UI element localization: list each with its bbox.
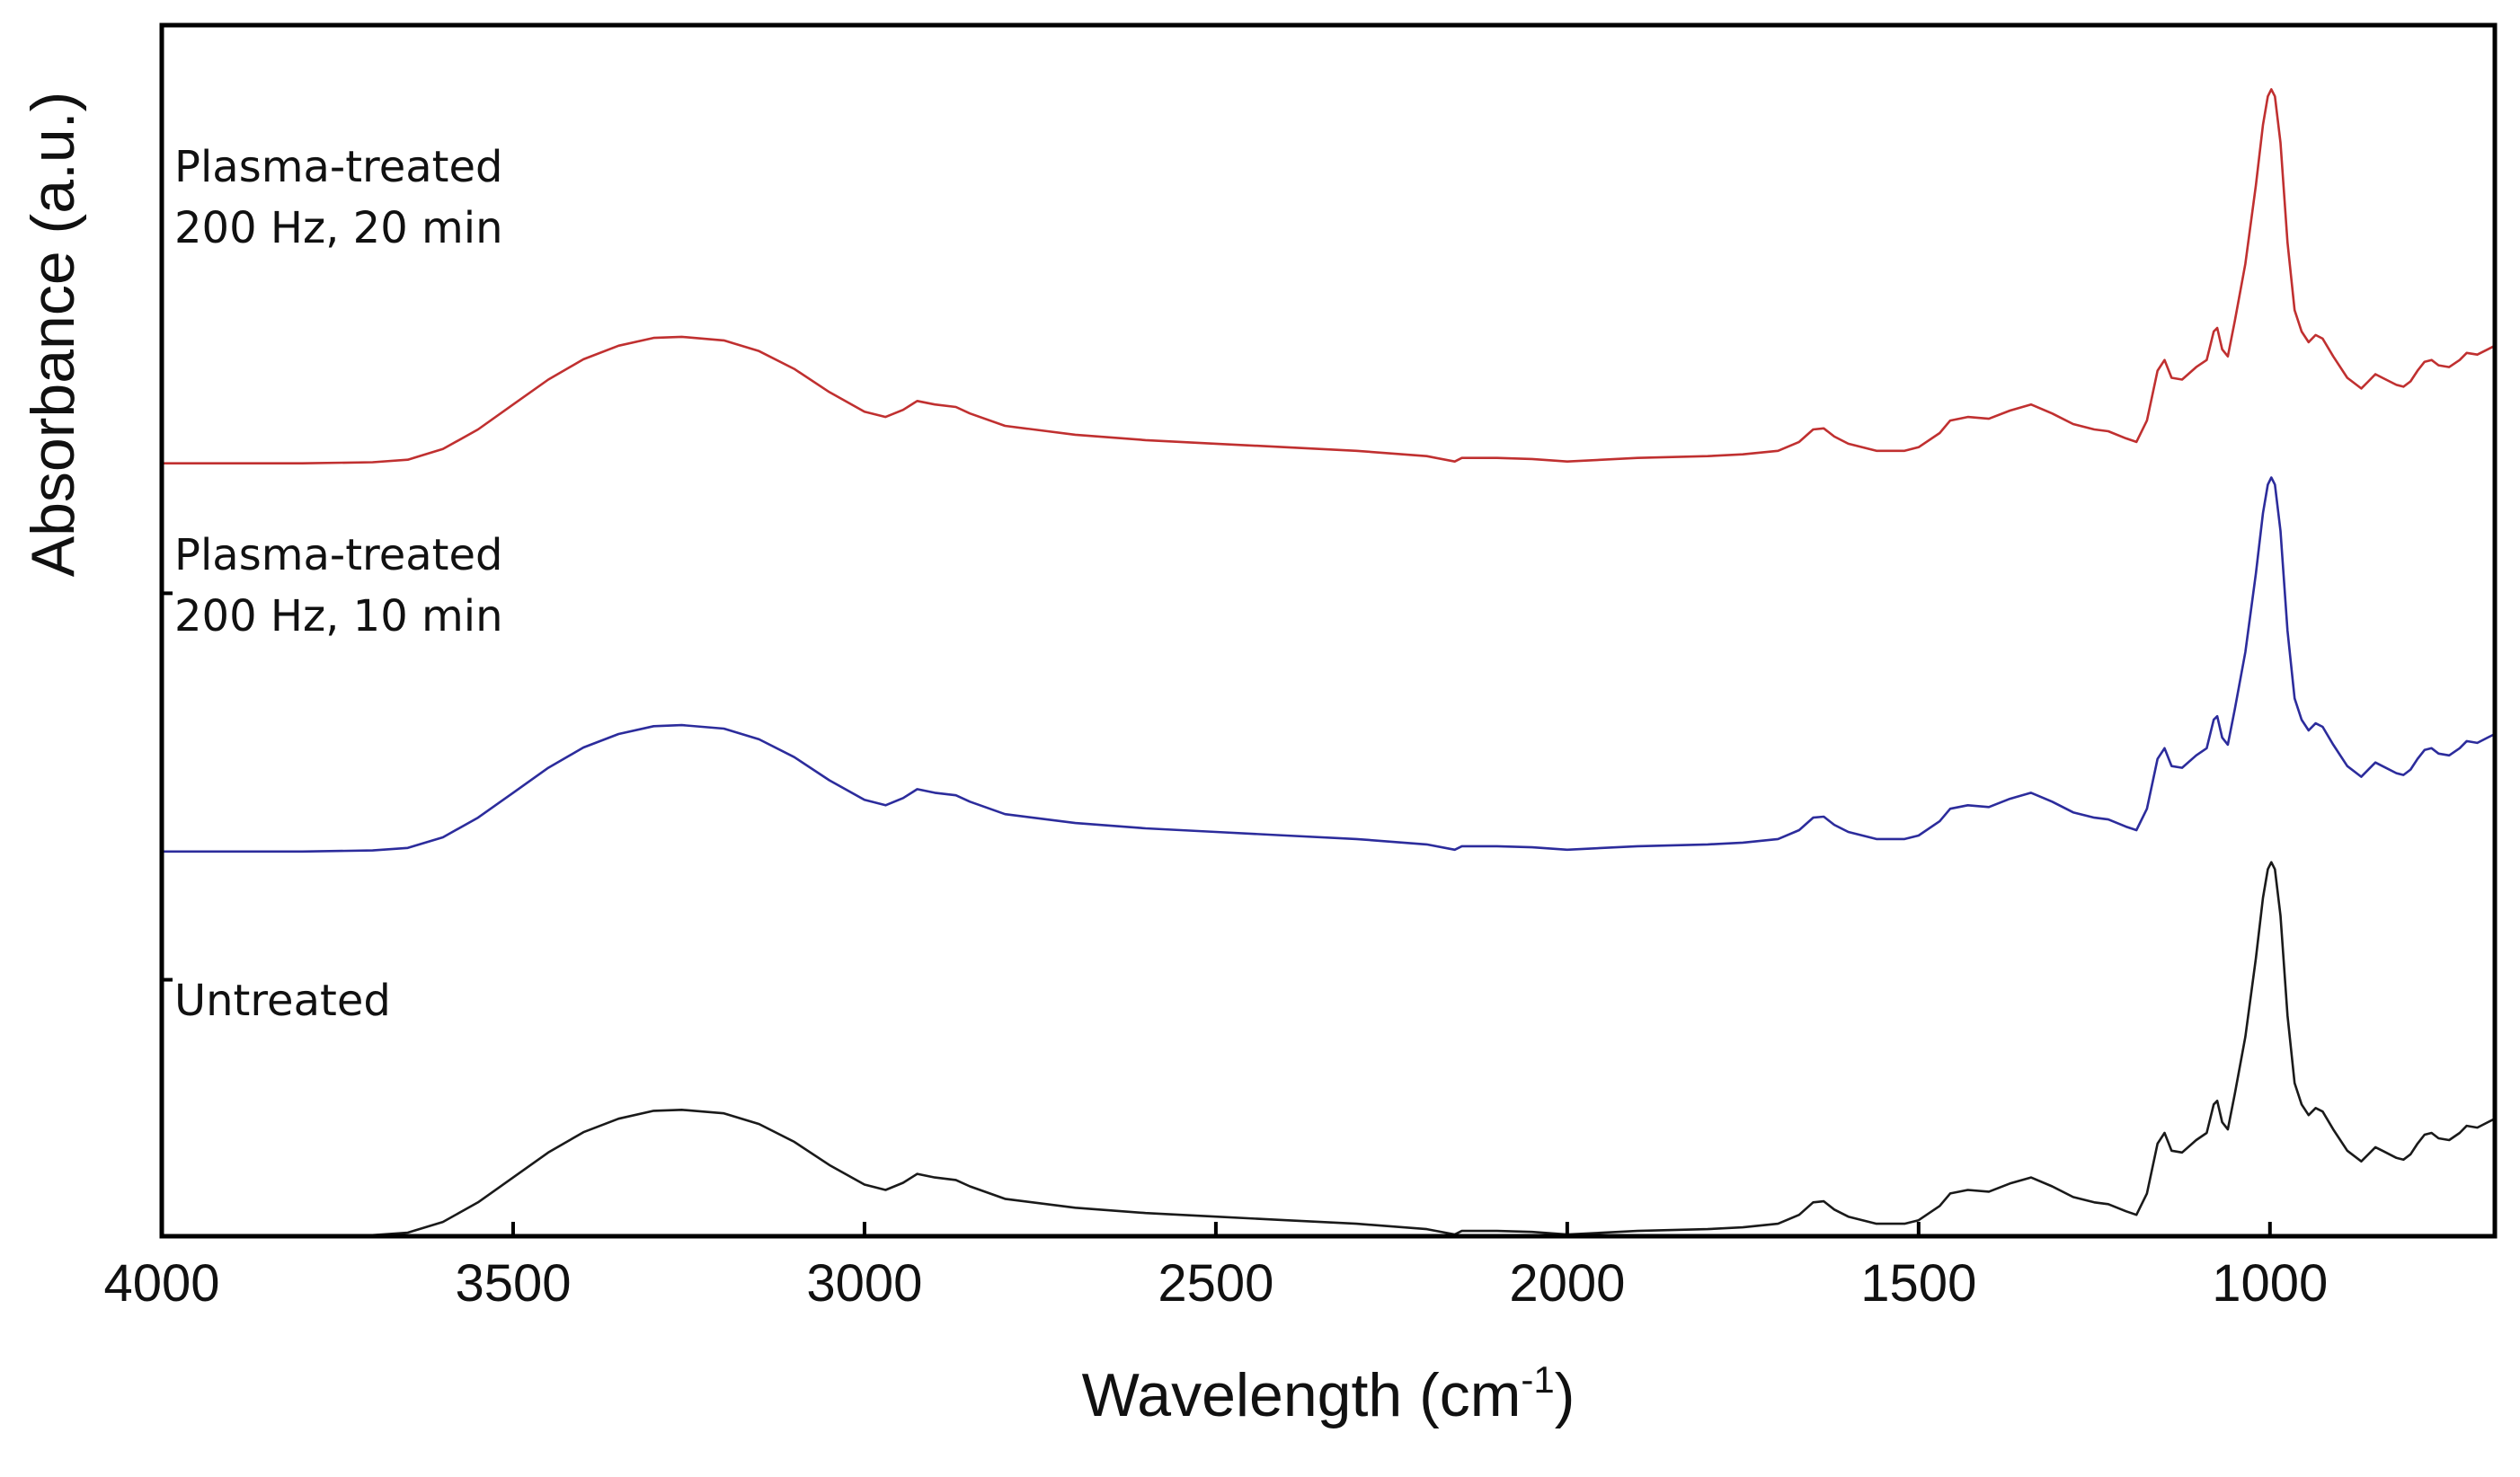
x-tick-label-3000: 3000 — [806, 1254, 922, 1313]
series-label-3-line-1: Untreated — [174, 976, 391, 1026]
plot-frame — [159, 22, 2498, 1239]
x-tick-label-2500: 2500 — [1158, 1254, 1273, 1313]
x-axis-title-main: Wavelength (cm — [1082, 1361, 1522, 1429]
series-layer — [162, 88, 2496, 1238]
x-tick-label-1500: 1500 — [1860, 1254, 1976, 1313]
x-tick-label-3500: 3500 — [455, 1254, 571, 1313]
x-tick-label-4000: 4000 — [103, 1254, 219, 1313]
series-label-2-line-2: 200 Hz, 10 min — [174, 591, 503, 641]
x-tick-label-1000: 1000 — [2212, 1254, 2328, 1313]
x-axis-ticks: 4000 3500 3000 2500 2000 1500 1000 — [103, 1222, 2328, 1313]
series-labels: Plasma-treated 200 Hz, 20 min Plasma-treat… — [174, 142, 503, 1026]
x-axis-title: Wavelength (cm-1) — [1082, 1358, 1575, 1429]
x-axis-title-suffix: ) — [1555, 1361, 1575, 1429]
x-axis-title-superscript: -1 — [1521, 1358, 1554, 1401]
series-line-1 — [162, 88, 2496, 465]
y-axis-title: Absorbance (a.u.) — [19, 92, 87, 578]
series-line-2 — [162, 476, 2496, 853]
x-tick-label-2000: 2000 — [1509, 1254, 1625, 1313]
series-label-1-line-1: Plasma-treated — [174, 142, 502, 192]
series-label-1-line-2: 200 Hz, 20 min — [174, 203, 503, 253]
series-label-2-line-1: Plasma-treated — [174, 530, 502, 580]
series-line-3 — [162, 861, 2496, 1238]
